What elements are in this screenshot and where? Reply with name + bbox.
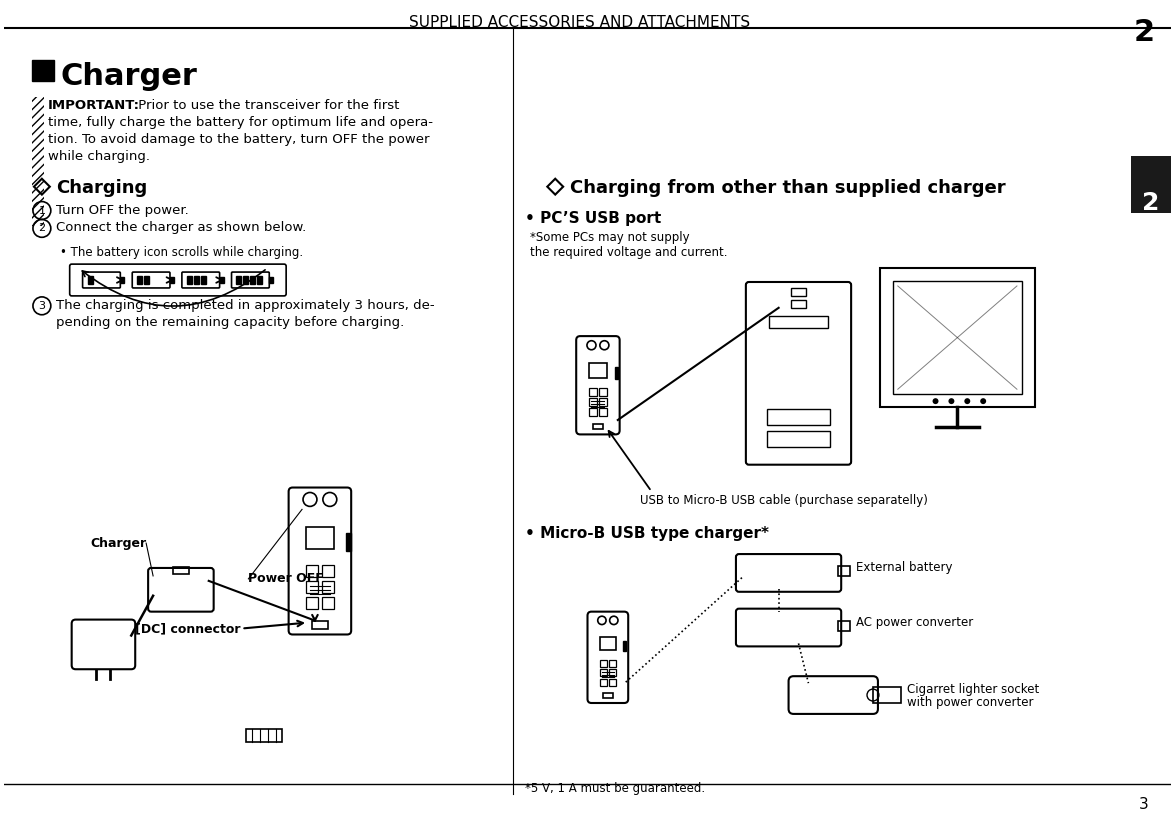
Text: [DC] connector: [DC] connector [135,622,241,635]
Bar [311,620,328,628]
Text: with power converter: with power converter [907,697,1033,710]
Bar [599,669,606,676]
Text: pending on the remaining capacity before charging.: pending on the remaining capacity before… [55,315,404,328]
Bar [201,275,206,284]
Text: *Some PCs may not supply: *Some PCs may not supply [530,231,690,244]
Bar [170,277,174,283]
Bar [791,300,806,308]
Bar [250,275,255,284]
Bar [306,527,334,549]
Text: Power OFF: Power OFF [248,572,324,585]
Bar [269,277,274,283]
Text: 2: 2 [39,223,46,233]
Text: • The battery icon scrolls while charging.: • The battery icon scrolls while chargin… [60,246,303,259]
Bar [306,565,318,577]
Text: Charger: Charger [61,62,197,90]
Bar [768,315,828,328]
Text: Charging: Charging [55,178,147,196]
Bar [599,637,616,650]
Bar [880,268,1035,408]
Bar [322,597,334,609]
Bar [306,581,318,593]
Text: SUPPLIED ACCESSORIES AND ATTACHMENTS: SUPPLIED ACCESSORIES AND ATTACHMENTS [410,15,751,30]
Bar [873,687,901,703]
Circle shape [948,399,954,404]
Text: while charging.: while charging. [48,150,150,163]
Bar [599,679,606,686]
Text: • PC’S USB port: • PC’S USB port [525,210,662,226]
Bar [609,669,616,676]
Bar [767,409,831,425]
Text: Prior to use the transceiver for the first: Prior to use the transceiver for the fir… [134,99,400,112]
Text: *5 V, 1 A must be guaranteed.: *5 V, 1 A must be guaranteed. [525,782,705,795]
Bar [187,275,192,284]
Bar [1132,156,1170,214]
Text: Charging from other than supplied charger: Charging from other than supplied charge… [570,178,1006,196]
Bar [88,275,93,284]
Bar [322,581,334,593]
Bar [32,97,43,227]
Text: IMPORTANT:: IMPORTANT: [48,99,140,112]
Bar [32,59,54,82]
Bar [603,693,612,698]
Bar [838,620,851,631]
Text: USB to Micro-B USB cable (purchase separatelly): USB to Micro-B USB cable (purchase separ… [639,495,927,508]
Circle shape [965,399,971,404]
Bar [145,275,149,284]
Text: Turn OFF the power.: Turn OFF the power. [55,204,188,217]
Text: Charger: Charger [90,536,146,549]
Bar [599,388,607,395]
Bar [257,275,262,284]
Bar [599,659,606,667]
Text: Connect the charger as shown below.: Connect the charger as shown below. [55,222,306,235]
Bar [609,679,616,686]
Bar [243,275,248,284]
Circle shape [980,399,986,404]
Bar [623,641,626,651]
Text: The charging is completed in approximately 3 hours, de-: The charging is completed in approximate… [55,299,435,312]
Text: 2: 2 [1142,191,1160,214]
Bar [306,597,318,609]
Bar [220,277,223,283]
Bar [599,408,607,416]
Text: AC power converter: AC power converter [857,616,973,629]
Bar [838,566,851,576]
Bar [609,659,616,667]
Bar [247,729,282,742]
Bar [589,388,597,395]
Bar [893,281,1022,394]
Bar [589,399,597,406]
Bar [592,424,603,430]
Bar [767,431,831,447]
Bar [347,533,351,551]
Bar [137,275,142,284]
Bar [120,277,125,283]
Text: 2: 2 [1134,18,1155,47]
Bar [322,565,334,577]
Bar [599,399,607,406]
Text: 3: 3 [1140,797,1149,813]
Bar [173,567,189,574]
Bar [589,363,607,377]
Text: External battery: External battery [857,562,953,575]
Bar [791,288,806,296]
Text: 3: 3 [39,301,46,311]
Bar [236,275,242,284]
Text: • Micro-B USB type charger*: • Micro-B USB type charger* [525,526,770,541]
Text: time, fully charge the battery for optimum life and opera-: time, fully charge the battery for optim… [48,117,432,129]
Bar [589,408,597,416]
Text: 1: 1 [39,205,46,215]
Text: Cigarret lighter socket: Cigarret lighter socket [907,683,1039,695]
Circle shape [933,399,939,404]
Text: the required voltage and current.: the required voltage and current. [530,246,727,259]
Text: tion. To avoid damage to the battery, turn OFF the power: tion. To avoid damage to the battery, tu… [48,133,429,146]
Bar [615,368,618,379]
Bar [194,275,199,284]
